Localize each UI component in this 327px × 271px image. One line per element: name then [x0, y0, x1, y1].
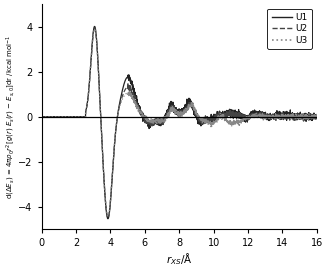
U2: [40, 115, 44, 118]
U1: [71, 115, 75, 118]
U1: [146, 121, 149, 125]
U2: [87, 81, 91, 84]
Legend: U1, U2, U3: U1, U2, U3: [267, 9, 312, 49]
U2: [280, 113, 284, 116]
U2: [93, 26, 96, 30]
U2: [106, 216, 110, 219]
U1: [310, 115, 314, 118]
U1: [93, 25, 96, 28]
U1: [40, 115, 44, 118]
U3: [93, 28, 96, 31]
U1: [157, 120, 161, 124]
U2: [71, 115, 75, 118]
U1: [315, 115, 319, 118]
U2: [310, 118, 314, 121]
U1: [280, 115, 284, 118]
U1: [106, 217, 110, 220]
U3: [87, 82, 91, 85]
U3: [106, 214, 110, 218]
U2: [315, 112, 319, 116]
U3: [280, 114, 284, 117]
X-axis label: $r_{XS}$/Å: $r_{XS}$/Å: [166, 251, 193, 267]
U3: [310, 115, 314, 118]
U2: [146, 121, 149, 125]
U3: [71, 115, 75, 118]
Line: U1: U1: [42, 26, 317, 219]
Y-axis label: d($\Delta E_s$) = $4\pi\rho_0 r^2$[$g(r)$ $E_s(r)$ $-$ $E_{s,0}$]dr /kcal mol$^{: d($\Delta E_s$) = $4\pi\rho_0 r^2$[$g(r)…: [4, 34, 17, 199]
Line: U3: U3: [42, 29, 317, 216]
U3: [315, 115, 319, 118]
Line: U2: U2: [42, 28, 317, 217]
U2: [157, 120, 161, 123]
U3: [40, 115, 44, 118]
U1: [87, 80, 91, 84]
U3: [146, 118, 149, 122]
U3: [157, 118, 161, 122]
